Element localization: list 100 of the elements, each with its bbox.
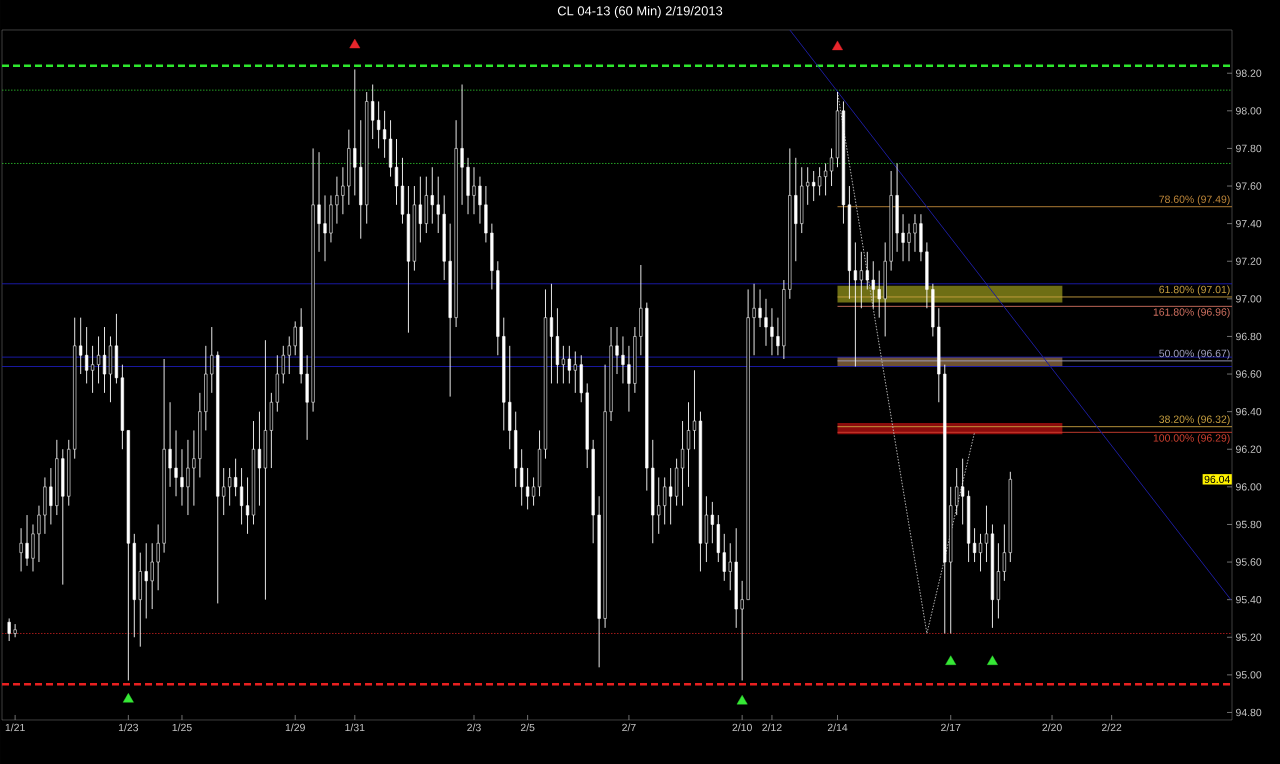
y-tick-label: 95.40: [1236, 595, 1262, 604]
candlestick: [186, 439, 190, 516]
candlestick: [531, 477, 536, 507]
chart-title: CL 04-13 (60 Min) 2/19/2013: [557, 5, 723, 19]
candlestick: [79, 317, 83, 375]
candlestick: [520, 448, 524, 507]
candlestick: [913, 213, 917, 253]
candlestick: [853, 241, 857, 367]
x-tick-label: 2/5: [520, 723, 535, 732]
y-tick-label: 94.80: [1236, 708, 1262, 717]
y-tick-label: 96.40: [1236, 407, 1262, 416]
ref-line-label: 78.60% (97.49): [1159, 195, 1230, 206]
candlestick: [758, 288, 762, 328]
candlestick: [13, 623, 17, 638]
y-tick-label: 96.60: [1236, 370, 1262, 378]
candlestick: [722, 533, 726, 582]
candlestick: [669, 467, 673, 525]
candlestick: [156, 524, 160, 591]
candlestick: [192, 430, 196, 507]
candlestick: [353, 69, 357, 196]
candlestick: [394, 138, 399, 206]
candlestick: [174, 430, 178, 497]
candlestick: [657, 477, 661, 535]
candlestick: [663, 477, 667, 525]
point: [832, 40, 843, 51]
candlestick: [728, 542, 732, 591]
y-tick-label: 95.60: [1236, 558, 1262, 566]
ref-line-label: 161.80% (96.96): [1153, 308, 1230, 318]
candlestick: [871, 260, 875, 309]
candlestick: [317, 151, 321, 253]
candlestick: [984, 505, 989, 563]
candlestick: [377, 100, 381, 149]
candlestick: [907, 223, 911, 262]
candlestick: [752, 283, 756, 356]
point: [349, 38, 361, 49]
y-tick-label: 97.80: [1236, 144, 1262, 153]
candlestick: [573, 351, 577, 394]
candlestick: [144, 542, 148, 619]
candlestick: [323, 194, 327, 262]
candlestick: [710, 501, 714, 544]
candlestick: [287, 335, 291, 375]
candlestick: [430, 166, 434, 225]
candlestick: [341, 166, 345, 215]
candlestick: [955, 467, 959, 516]
candlestick: [686, 401, 691, 488]
candlestick: [818, 166, 822, 196]
candlestick: [382, 110, 387, 159]
candlestick: [1002, 524, 1006, 582]
candlestick: [96, 335, 101, 384]
y-tick-label: 95.20: [1236, 633, 1262, 641]
y-tick-label: 98.00: [1236, 107, 1262, 115]
candlestick: [102, 326, 107, 394]
candlestick: [436, 176, 440, 234]
candlestick: [627, 345, 631, 413]
candlestick: [210, 326, 214, 394]
candlestick: [257, 411, 262, 507]
y-tick-label: 96.20: [1236, 445, 1262, 453]
candlestick: [740, 580, 744, 681]
candlestick: [228, 467, 232, 507]
ref-line-label: 100.00% (96.29): [1153, 434, 1230, 444]
candlestick: [222, 467, 226, 516]
x-tick-label: 2/10: [732, 723, 752, 732]
x-tick-label: 2/14: [827, 723, 848, 732]
candlestick: [478, 176, 482, 225]
candlestick: [418, 176, 422, 243]
point: [987, 655, 998, 665]
x-tick-label: 1/25: [172, 723, 192, 732]
candlestick: [823, 163, 828, 196]
candlestick: [335, 176, 339, 225]
candlestick: [776, 317, 780, 356]
candlestick: [239, 467, 244, 525]
candlestick: [472, 166, 476, 215]
x-tick-label: 1/23: [118, 723, 139, 732]
ref-line-label: 61.80% (97.01): [1159, 285, 1230, 296]
candlestick: [961, 458, 965, 525]
point: [736, 694, 748, 705]
candlestick: [770, 307, 774, 356]
point: [945, 655, 957, 665]
candlestick: [764, 298, 768, 347]
candlestick: [371, 84, 375, 140]
candlestick: [901, 213, 905, 262]
y-tick-label: 96.00: [1236, 483, 1262, 491]
y-tick-label: 97.20: [1236, 257, 1262, 265]
candlestick: [972, 527, 977, 563]
x-tick-label: 2/17: [941, 723, 961, 732]
candlestick: [877, 270, 881, 319]
candlestick: [806, 166, 810, 206]
ref-line-label: 38.20% (96.32): [1159, 415, 1230, 425]
candlestick: [37, 505, 41, 563]
candlestick: [85, 326, 89, 384]
y-tick-label: 96.80: [1236, 332, 1262, 341]
candlestick: [293, 320, 297, 356]
x-tick-label: 2/22: [1101, 723, 1122, 732]
candlestick: [180, 448, 184, 507]
ref-line-label: 50.00% (96.67): [1159, 349, 1230, 360]
y-tick-label: 97.40: [1236, 219, 1262, 228]
candlestick: [150, 542, 154, 610]
candlestick: [978, 533, 983, 572]
point: [122, 693, 134, 703]
x-tick-label: 2/20: [1042, 723, 1062, 732]
